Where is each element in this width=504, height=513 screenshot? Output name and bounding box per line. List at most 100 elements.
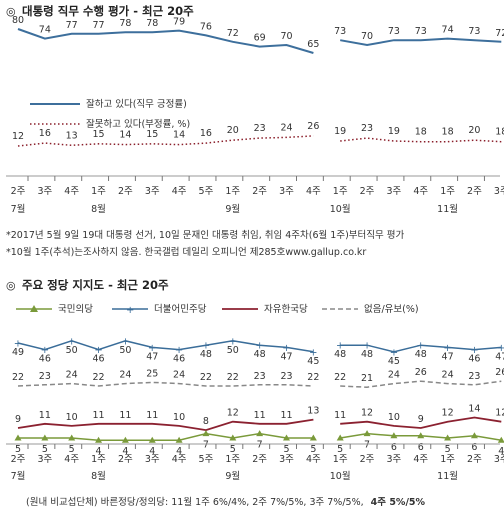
chart2-tick-label: 1주	[440, 454, 455, 465]
minjoo-marker: +	[121, 336, 129, 347]
approve-data-label: 79	[173, 17, 185, 28]
footer-note: (원내 비교섭단체) 바른정당/정의당: 11월 1주 6%/4%, 2주 7%…	[26, 496, 426, 508]
chart1-title: 대통령 직무 수행 평가 - 최근 20주	[22, 4, 194, 18]
minjoo-marker: +	[443, 343, 451, 354]
kookmin-data-label: 5	[69, 444, 75, 455]
kookmin-data-label: 4	[96, 446, 102, 457]
disapprove-data-label: 16	[39, 128, 51, 139]
approve-data-label: 70	[361, 31, 373, 42]
disapprove-data-label: 26	[307, 121, 319, 132]
kookmin-marker	[309, 434, 317, 441]
minjoo-line	[17, 340, 314, 353]
none-data-label: 24	[442, 370, 454, 381]
none-data-label: 23	[468, 371, 480, 382]
none-data-label: 26	[495, 367, 504, 378]
approve-data-label: 78	[146, 18, 158, 29]
chart1-month-label: 9월	[225, 203, 240, 215]
kookmin-data-label: 5	[42, 444, 48, 455]
none-line	[17, 381, 314, 387]
minjoo-data-label: 46	[39, 354, 51, 365]
none-data-label: 23	[254, 371, 266, 382]
approve-data-label: 76	[200, 21, 212, 32]
kookmin-marker	[202, 430, 210, 437]
none-data-label: 22	[200, 372, 212, 383]
minjoo-marker: +	[229, 336, 237, 347]
disapprove-data-label: 15	[146, 129, 158, 140]
lkp-data-label: 9	[418, 414, 424, 425]
lkp-data-label: 11	[254, 410, 266, 421]
kookmin-data-label: 7	[203, 440, 209, 451]
disapprove-data-label: 13	[66, 130, 78, 141]
chart2-month-label: 7월	[11, 470, 26, 482]
lkp-data-label: 11	[39, 410, 51, 421]
chart1-tick-label: 3주	[145, 186, 160, 197]
minjoo-marker: +	[470, 345, 478, 356]
none-data-label: 24	[119, 370, 131, 381]
disapprove-line	[17, 135, 314, 147]
approve-data-label: 73	[468, 26, 480, 37]
minjoo-data-label: 45	[388, 356, 400, 367]
kookmin-marker	[229, 434, 237, 441]
minjoo-data-label: 46	[173, 354, 185, 365]
chart1-tick-label: 1주	[333, 186, 348, 197]
lkp-data-label: 13	[307, 406, 319, 417]
none-data-label: 22	[227, 372, 239, 383]
approve-data-label: 69	[254, 33, 266, 44]
lkp-data-label: 12	[442, 408, 454, 419]
lkp-data-label: 12	[361, 408, 373, 419]
lkp-data-label: 14	[468, 404, 480, 415]
lkp-line	[340, 416, 502, 429]
none-data-label: 22	[93, 372, 105, 383]
minjoo-data-label: 46	[468, 354, 480, 365]
minjoo-marker: +	[390, 347, 398, 358]
chart1-tick-label: 2주	[11, 186, 26, 197]
legend-none-label: 없음/유보(%)	[364, 303, 419, 315]
chart1-tick-label: 5주	[199, 186, 214, 197]
kookmin-data-label: 6	[391, 442, 397, 453]
kookmin-data-label: 4	[149, 446, 155, 457]
kookmin-marker	[497, 436, 504, 443]
disapprove-line	[340, 137, 502, 143]
minjoo-data-label: 50	[66, 345, 78, 356]
minjoo-marker: +	[68, 336, 76, 347]
kookmin-data-label: 7	[257, 440, 263, 451]
approve-data-label: 80	[12, 15, 24, 26]
lkp-data-label: 10	[173, 412, 185, 423]
section1-mark: ◎	[6, 5, 16, 18]
approve-data-label: 74	[39, 25, 51, 36]
kookmin-marker	[444, 434, 452, 441]
chart2-tick-label: 1주	[225, 454, 240, 465]
kookmin-marker	[121, 436, 129, 443]
kookmin-marker	[470, 432, 478, 439]
disapprove-data-label: 18	[442, 127, 454, 138]
legend-disapprove-label: 잘못하고 있다(부정률, %)	[86, 118, 190, 130]
chart2-tick-label: 3주	[37, 454, 52, 465]
kookmin-marker	[14, 434, 22, 441]
kookmin-marker	[148, 436, 156, 443]
minjoo-marker: +	[309, 347, 317, 358]
chart2-legend: 국민의당 + 더불어민주당 자유한국당 없음/유보(%)	[16, 303, 419, 316]
lkp-data-label: 11	[146, 410, 158, 421]
kookmin-data-label: 5	[337, 444, 343, 455]
chart2-month-label: 10월	[330, 470, 351, 482]
disapprove-data-label: 16	[200, 128, 212, 139]
chart1-tick-label: 1주	[225, 186, 240, 197]
footer-note-plain: (원내 비교섭단체) 바른정당/정의당: 11월 1주 6%/4%, 2주 7%…	[26, 496, 364, 508]
chart2-tick-label: 4주	[64, 454, 79, 465]
kookmin-marker	[68, 434, 76, 441]
disapprove-data-label: 15	[93, 129, 105, 140]
minjoo-marker: +	[202, 341, 210, 352]
note-line2: *10월 1주(추석)는조사하지 않음. 한국갤럽 데일리 오피니언 제285호…	[6, 246, 366, 258]
chart2-tick-label: 4주	[413, 454, 428, 465]
minjoo-data-label: 48	[334, 349, 346, 360]
kookmin-data-label: 6	[418, 442, 424, 453]
lkp-line	[17, 418, 314, 432]
kookmin-data-label: 5	[283, 444, 289, 455]
kookmin-marker	[336, 434, 344, 441]
chart2-tick-label: 2주	[467, 454, 482, 465]
approve-data-label: 78	[119, 18, 131, 29]
disapprove-data-label: 12	[12, 131, 24, 142]
kookmin-data-label: 5	[230, 444, 236, 455]
minjoo-marker: +	[148, 343, 156, 354]
